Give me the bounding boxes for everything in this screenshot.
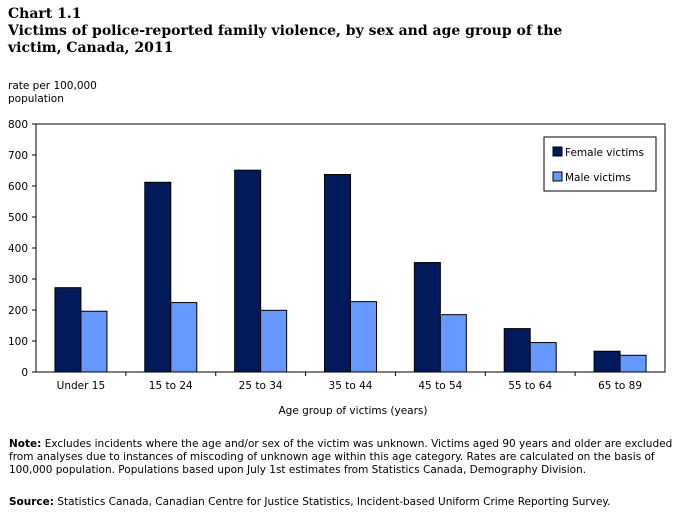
bar-male xyxy=(170,302,198,373)
bar-female xyxy=(234,169,262,373)
bar-male xyxy=(619,354,647,373)
x-tick-label: 55 to 64 xyxy=(508,380,552,392)
note-body: Excludes incidents where the age and/or … xyxy=(9,438,673,476)
legend-swatch-female xyxy=(552,146,563,157)
x-tick-label: 15 to 24 xyxy=(149,380,193,392)
y-tick-label: 600 xyxy=(8,181,28,193)
legend-box xyxy=(543,136,657,192)
source-label: Source: xyxy=(9,496,54,508)
y-tick-label: 400 xyxy=(8,243,28,255)
y-tick-label: 300 xyxy=(8,274,28,286)
bar-female xyxy=(593,350,621,373)
y-tick-label: 700 xyxy=(8,150,28,162)
bar-male xyxy=(529,342,557,373)
bar-chart: 0 100 200 300 400 500 600 700 800 Under 15 15 to 2… xyxy=(8,119,666,417)
y-tick-label: 0 xyxy=(21,367,28,379)
legend-label-female: Female victims xyxy=(565,147,644,159)
x-tick-label: 35 to 44 xyxy=(329,380,373,392)
legend-label-male: Male victims xyxy=(565,172,631,184)
bar-male xyxy=(439,314,467,373)
y-tick-label: 200 xyxy=(8,305,28,317)
bar-male xyxy=(260,309,288,373)
y-tick-label: 500 xyxy=(8,212,28,224)
x-tick-label: 25 to 34 xyxy=(239,380,283,392)
note-text: Note: Excludes incidents where the age a… xyxy=(9,438,674,477)
source-body: Statistics Canada, Canadian Centre for J… xyxy=(57,496,611,508)
bar-female xyxy=(503,328,531,373)
bar-male xyxy=(350,301,377,373)
note-label: Note: xyxy=(9,438,42,450)
y-tick-label: 800 xyxy=(8,119,28,131)
plot-area: 0 100 200 300 400 500 600 700 800 Under 15 15 to 2… xyxy=(8,119,666,392)
bar-female xyxy=(413,262,441,373)
x-axis-title: Age group of victims (years) xyxy=(279,405,428,417)
chart-title: Victims of police-reported family violen… xyxy=(8,23,563,56)
chart-number: Chart 1.1 xyxy=(8,6,82,22)
x-tick-label: 65 to 89 xyxy=(598,380,642,392)
source-text: Source: Statistics Canada, Canadian Cent… xyxy=(9,496,674,509)
legend-swatch-male xyxy=(552,171,563,182)
bar-female xyxy=(54,287,82,373)
bar-female xyxy=(324,174,351,373)
x-tick-label: Under 15 xyxy=(57,380,105,392)
y-tick-label: 100 xyxy=(8,336,28,348)
bar-female xyxy=(144,181,172,373)
y-axis-title: rate per 100,000 population xyxy=(8,80,97,105)
x-tick-label: 45 to 54 xyxy=(418,380,462,392)
bar-male xyxy=(80,310,108,373)
